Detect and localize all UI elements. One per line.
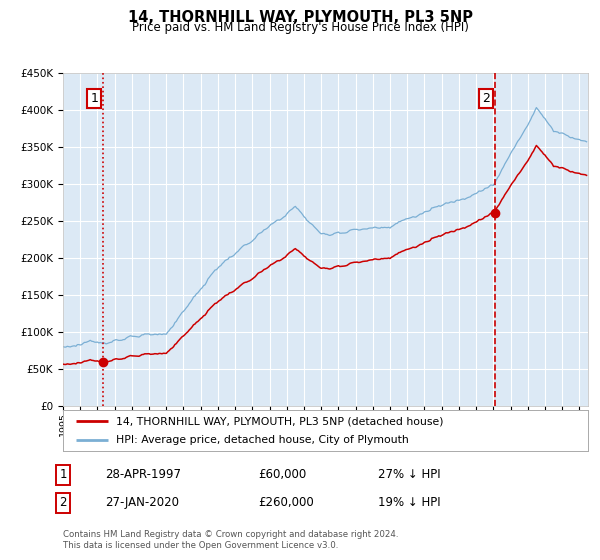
Text: 28-APR-1997: 28-APR-1997 bbox=[105, 468, 181, 482]
Text: 2: 2 bbox=[59, 496, 67, 510]
Text: 1: 1 bbox=[59, 468, 67, 482]
Text: Price paid vs. HM Land Registry's House Price Index (HPI): Price paid vs. HM Land Registry's House … bbox=[131, 21, 469, 34]
Text: 14, THORNHILL WAY, PLYMOUTH, PL3 5NP (detached house): 14, THORNHILL WAY, PLYMOUTH, PL3 5NP (de… bbox=[115, 417, 443, 426]
Text: This data is licensed under the Open Government Licence v3.0.: This data is licensed under the Open Gov… bbox=[63, 541, 338, 550]
Text: 14, THORNHILL WAY, PLYMOUTH, PL3 5NP: 14, THORNHILL WAY, PLYMOUTH, PL3 5NP bbox=[128, 10, 473, 25]
Text: Contains HM Land Registry data © Crown copyright and database right 2024.: Contains HM Land Registry data © Crown c… bbox=[63, 530, 398, 539]
Text: 2: 2 bbox=[482, 92, 490, 105]
Text: 19% ↓ HPI: 19% ↓ HPI bbox=[378, 496, 440, 510]
Text: 27% ↓ HPI: 27% ↓ HPI bbox=[378, 468, 440, 482]
Text: 27-JAN-2020: 27-JAN-2020 bbox=[105, 496, 179, 510]
Text: 1: 1 bbox=[91, 92, 98, 105]
Text: £260,000: £260,000 bbox=[258, 496, 314, 510]
Text: £60,000: £60,000 bbox=[258, 468, 306, 482]
Text: HPI: Average price, detached house, City of Plymouth: HPI: Average price, detached house, City… bbox=[115, 435, 408, 445]
